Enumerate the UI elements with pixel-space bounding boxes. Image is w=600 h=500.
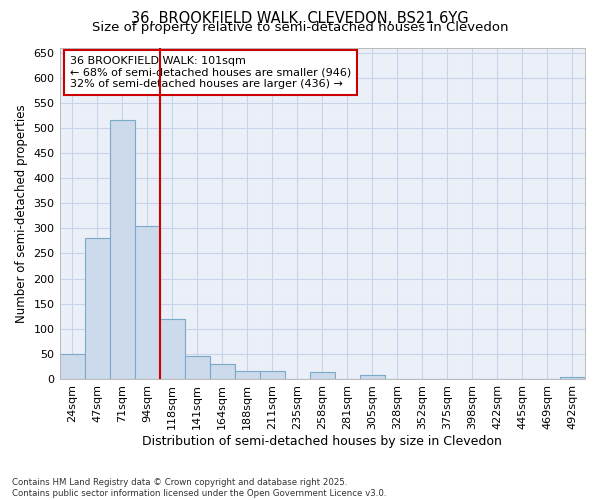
Text: 36, BROOKFIELD WALK, CLEVEDON, BS21 6YG: 36, BROOKFIELD WALK, CLEVEDON, BS21 6YG <box>131 11 469 26</box>
X-axis label: Distribution of semi-detached houses by size in Clevedon: Distribution of semi-detached houses by … <box>142 434 502 448</box>
Bar <box>209 364 235 379</box>
Bar <box>560 378 585 379</box>
Bar <box>260 372 285 379</box>
Bar <box>310 372 335 379</box>
Bar <box>85 238 110 379</box>
Bar <box>160 318 185 379</box>
Bar <box>110 120 134 379</box>
Text: Contains HM Land Registry data © Crown copyright and database right 2025.
Contai: Contains HM Land Registry data © Crown c… <box>12 478 386 498</box>
Y-axis label: Number of semi-detached properties: Number of semi-detached properties <box>15 104 28 322</box>
Bar <box>134 226 160 379</box>
Text: 36 BROOKFIELD WALK: 101sqm
← 68% of semi-detached houses are smaller (946)
32% o: 36 BROOKFIELD WALK: 101sqm ← 68% of semi… <box>70 56 352 89</box>
Bar <box>59 354 85 379</box>
Bar <box>185 356 209 379</box>
Text: Size of property relative to semi-detached houses in Clevedon: Size of property relative to semi-detach… <box>92 21 508 34</box>
Bar <box>235 372 260 379</box>
Bar <box>360 375 385 379</box>
